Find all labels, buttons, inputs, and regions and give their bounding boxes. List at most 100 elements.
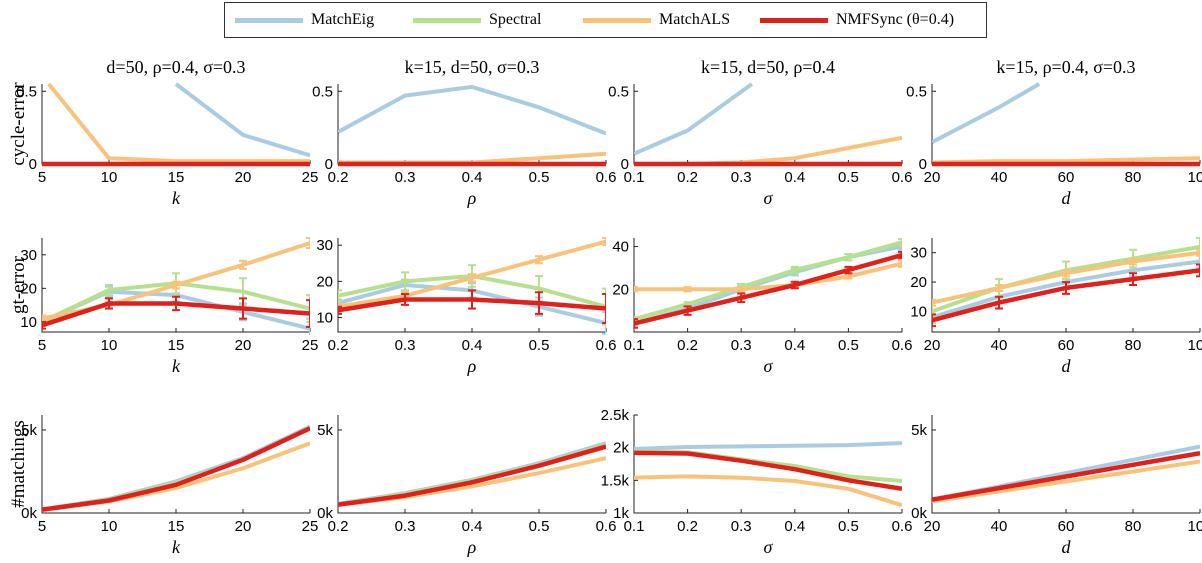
x-tick-label: 0.3 xyxy=(395,337,416,354)
axes-frame xyxy=(337,84,606,165)
error-bar-spectral xyxy=(844,253,853,262)
y-tick-label: 20 xyxy=(316,273,333,290)
x-tick-label: 0.3 xyxy=(395,518,416,535)
x-tick-label: 15 xyxy=(168,337,185,354)
x-tick-label: 0.5 xyxy=(838,169,859,186)
legend-label: MatchALS xyxy=(659,11,731,28)
x-axis-label: ρ xyxy=(467,537,477,557)
x-tick-label: 25 xyxy=(302,169,319,186)
series-line-matchals xyxy=(634,474,902,508)
y-tick-label: 0.5 xyxy=(608,83,629,100)
legend-label: MatchEig xyxy=(311,11,375,28)
error-bar-matchals xyxy=(306,237,310,250)
error-bar-matchals xyxy=(1129,257,1137,266)
x-tick-label: 20 xyxy=(924,518,941,535)
x-tick-label: 20 xyxy=(235,337,252,354)
x-tick-label: 100 xyxy=(1187,518,1202,535)
subplot-title: k=15, d=50, ρ=0.4 xyxy=(701,57,835,77)
y-tick-label: 30 xyxy=(20,247,37,264)
axes-frame xyxy=(41,415,310,514)
x-tick-label: 60 xyxy=(1058,337,1075,354)
x-tick-label: 0.2 xyxy=(677,518,698,535)
error-bar-nmfsync xyxy=(932,313,936,328)
x-axis-label: k xyxy=(172,356,181,376)
x-tick-label: 15 xyxy=(168,518,185,535)
x-tick-label: 40 xyxy=(991,169,1008,186)
y-tick-label: 0k xyxy=(21,505,37,522)
x-tick-label: 60 xyxy=(1058,518,1075,535)
error-bar-nmfsync xyxy=(306,299,310,328)
error-bar-nmfsync xyxy=(1129,272,1137,286)
error-bar-nmfsync xyxy=(105,297,113,310)
error-bar-nmfsync xyxy=(172,295,180,312)
x-tick-label: 0.5 xyxy=(838,337,859,354)
x-tick-label: 0.4 xyxy=(784,518,805,535)
error-bar-nmfsync xyxy=(338,305,342,315)
x-tick-label: 5 xyxy=(38,518,46,535)
error-bar-matcheig xyxy=(602,311,606,335)
series-line-nmfsync xyxy=(338,444,606,507)
legend-item-matcheig: MatchEig xyxy=(235,3,374,37)
x-tick-label: 0.2 xyxy=(328,169,349,186)
x-axis-label: d xyxy=(1062,537,1072,557)
error-bar-matchals xyxy=(932,298,936,307)
legend-swatch xyxy=(413,17,481,23)
x-tick-label: 5 xyxy=(38,337,46,354)
error-bar-spectral xyxy=(790,265,799,275)
y-tick-label: 2.5k xyxy=(601,407,630,424)
y-tick-label: 5k xyxy=(21,422,37,439)
x-axis-label: k xyxy=(172,188,181,208)
error-bar-spectral xyxy=(401,271,409,292)
y-tick-label: 20 xyxy=(910,274,927,291)
error-bar-nmfsync xyxy=(995,295,1003,310)
y-tick-label: 30 xyxy=(316,237,333,254)
error-bar-matchals xyxy=(995,284,1003,292)
series-line-matcheig xyxy=(338,84,606,136)
legend-label: Spectral xyxy=(489,11,542,28)
y-tick-label: 0 xyxy=(29,156,37,173)
error-bar-nmfsync xyxy=(683,305,692,316)
y-tick-label: 1.5k xyxy=(601,472,630,489)
series-line-matcheig xyxy=(174,82,310,158)
error-bar-matchals xyxy=(634,286,638,293)
x-tick-label: 0.2 xyxy=(328,337,349,354)
x-tick-label: 20 xyxy=(924,169,941,186)
error-bar-nmfsync xyxy=(1062,281,1070,295)
y-tick-label: 10 xyxy=(910,303,927,320)
x-tick-label: 0.1 xyxy=(624,518,645,535)
series-line-matchals xyxy=(634,261,902,292)
series-line-matcheig xyxy=(634,82,754,156)
x-tick-label: 0.3 xyxy=(731,169,752,186)
legend: MatchEig Spectral MatchALS NMFSync (θ=0.… xyxy=(224,2,987,38)
x-tick-label: 0.3 xyxy=(731,337,752,354)
series-line-matchals xyxy=(42,441,310,512)
series-line-matchals xyxy=(338,151,606,165)
row-label: cycle-error xyxy=(8,82,29,166)
axes-frame xyxy=(931,415,1200,514)
x-tick-label: 0.4 xyxy=(784,337,805,354)
x-tick-label: 10 xyxy=(101,518,118,535)
x-tick-label: 15 xyxy=(168,169,185,186)
error-bar-nmfsync xyxy=(844,265,853,275)
y-tick-label: 20 xyxy=(20,280,37,297)
error-bar-spectral xyxy=(306,294,310,323)
x-tick-label: 80 xyxy=(1125,518,1142,535)
legend-swatch xyxy=(583,17,651,23)
x-tick-label: 0.5 xyxy=(529,169,550,186)
x-axis-label: d xyxy=(1062,188,1072,208)
error-bar-matchals xyxy=(683,286,692,293)
x-tick-label: 20 xyxy=(235,169,252,186)
axes-frame xyxy=(931,84,1200,165)
x-tick-label: 40 xyxy=(991,337,1008,354)
x-axis-label: ρ xyxy=(467,356,477,376)
error-bar-matchals xyxy=(1062,269,1070,278)
x-axis-label: σ xyxy=(764,537,774,557)
legend-item-spectral: Spectral xyxy=(413,3,541,37)
subplot-title: k=15, ρ=0.4, σ=0.3 xyxy=(996,57,1135,77)
error-bar-nmfsync xyxy=(401,293,409,306)
error-bar-matchals xyxy=(239,259,247,270)
y-tick-label: 30 xyxy=(910,245,927,262)
y-tick-label: 0 xyxy=(325,156,333,173)
x-tick-label: 25 xyxy=(302,337,319,354)
